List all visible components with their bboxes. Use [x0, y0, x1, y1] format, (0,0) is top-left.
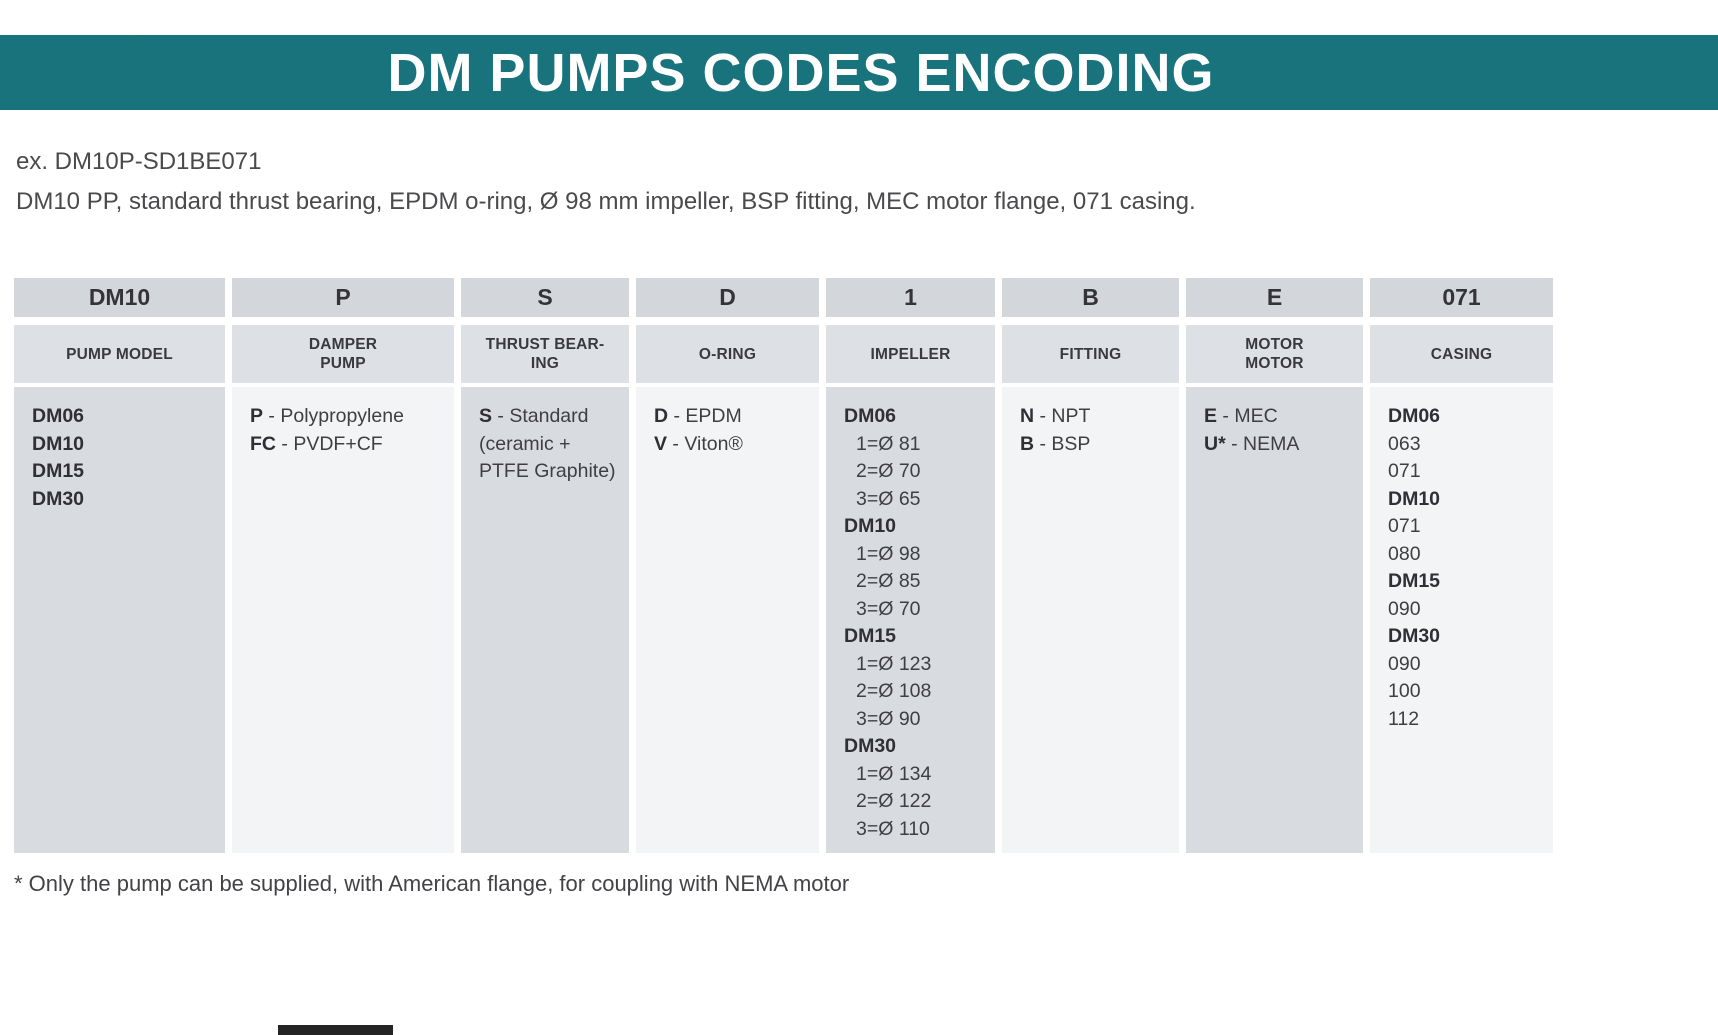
body-cell-o-ring: D - EPDM V - Viton®	[636, 387, 819, 853]
body-line: 090	[1388, 652, 1421, 675]
column-motor-flange: E MOTOR MOTOR E - MEC U* - NEMA	[1186, 278, 1363, 853]
code-cell-casing: 071	[1370, 278, 1553, 317]
body-line: V - Viton®	[654, 432, 743, 455]
body-line: 3=Ø 90	[856, 707, 921, 730]
column-thrust-bearing: S THRUST BEAR- ING S - Standard (ceramic + P…	[461, 278, 629, 853]
bottom-edge-mark-decoration	[278, 1025, 393, 1035]
body-cell-motor-flange: E - MEC U* - NEMA	[1186, 387, 1363, 853]
body-line: DM10	[844, 515, 897, 537]
body-line: 1=Ø 81	[856, 432, 921, 455]
body-cell-fitting: N - NPT B - BSP	[1002, 387, 1179, 853]
code-cell-damper-pump: P	[232, 278, 454, 317]
body-line: 112	[1388, 707, 1420, 730]
column-impeller: 1 IMPELLER DM06 1=Ø 81 2=Ø 70 3=Ø 65 DM10 1=Ø 9…	[826, 278, 995, 853]
body-line: 2=Ø 70	[856, 460, 921, 482]
body-line: D - EPDM	[654, 405, 742, 427]
body-line: DM10	[32, 432, 85, 455]
body-line: DM15	[1388, 570, 1441, 592]
body-line: 2=Ø 85	[856, 570, 921, 592]
body-cell-casing: DM06 063 071 DM10 071 080 DM15 090 DM30 090 100 112	[1370, 387, 1553, 853]
body-line: 1=Ø 134	[856, 762, 932, 785]
encoding-table: DM10 PUMP MODEL DM06 DM10 DM15 DM30 P DAMPER PU…	[14, 278, 1718, 853]
body-cell-damper-pump: P - Polypropylene FC - PVDF+CF	[232, 387, 454, 853]
column-pump-model: DM10 PUMP MODEL DM06 DM10 DM15 DM30	[14, 278, 225, 853]
body-line: DM30	[844, 735, 897, 757]
body-line: (ceramic +	[479, 432, 571, 455]
body-line: 1=Ø 123	[856, 652, 932, 675]
body-line: DM15	[32, 460, 85, 482]
header-cell-fitting: FITTING	[1002, 325, 1179, 383]
body-line: 100	[1388, 680, 1421, 702]
column-damper-pump: P DAMPER PUMP P - Polypropylene FC - PVDF+C…	[232, 278, 454, 853]
code-cell-fitting: B	[1002, 278, 1179, 317]
body-line: 063	[1388, 432, 1421, 455]
example-block: ex. DM10P-SD1BE071 DM10 PP, standard thr…	[16, 142, 1718, 222]
body-line: DM06	[1388, 405, 1441, 427]
code-cell-motor-flange: E	[1186, 278, 1363, 317]
code-cell-impeller: 1	[826, 278, 995, 317]
code-cell-thrust-bearing: S	[461, 278, 629, 317]
example-description-line: DM10 PP, standard thrust bearing, EPDM o…	[16, 188, 1196, 215]
code-cell-pump-model: DM10	[14, 278, 225, 317]
body-line: DM30	[32, 487, 85, 510]
header-cell-impeller: IMPELLER	[826, 325, 995, 383]
body-line: 080	[1388, 542, 1421, 565]
title-band: DM PUMPS CODES ENCODING	[0, 35, 1718, 110]
header-cell-motor-flange: MOTOR MOTOR	[1186, 325, 1363, 383]
body-line: 2=Ø 122	[856, 790, 932, 812]
body-cell-pump-model: DM06 DM10 DM15 DM30	[14, 387, 225, 853]
header-cell-thrust-bearing: THRUST BEAR- ING	[461, 325, 629, 383]
body-line: 071	[1388, 460, 1421, 482]
body-line: 3=Ø 70	[856, 597, 921, 620]
body-line: FC - PVDF+CF	[250, 432, 383, 455]
column-o-ring: D O-RING D - EPDM V - Viton®	[636, 278, 819, 853]
header-cell-damper-pump: DAMPER PUMP	[232, 325, 454, 383]
body-line: DM10	[1388, 487, 1441, 510]
header-cell-casing: CASING	[1370, 325, 1553, 383]
body-line: P - Polypropylene	[250, 405, 404, 427]
body-line: DM15	[844, 625, 897, 647]
body-line: U* - NEMA	[1204, 432, 1300, 455]
body-line: E - MEC	[1204, 405, 1278, 427]
column-casing: 071 CASING DM06 063 071 DM10 071 080 DM15 090 DM30…	[1370, 278, 1553, 853]
column-fitting: B FITTING N - NPT B - BSP	[1002, 278, 1179, 853]
body-line: DM06	[32, 405, 85, 427]
body-line: DM06	[844, 405, 897, 427]
body-line: PTFE Graphite)	[479, 460, 616, 482]
body-line: 090	[1388, 597, 1421, 620]
code-cell-o-ring: D	[636, 278, 819, 317]
example-code-line: ex. DM10P-SD1BE071	[16, 148, 262, 175]
header-cell-o-ring: O-RING	[636, 325, 819, 383]
body-line: N - NPT	[1020, 405, 1091, 427]
body-cell-thrust-bearing: S - Standard (ceramic + PTFE Graphite)	[461, 387, 629, 853]
footnote: * Only the pump can be supplied, with Am…	[14, 871, 850, 896]
body-line: S - Standard	[479, 405, 589, 427]
body-cell-impeller: DM06 1=Ø 81 2=Ø 70 3=Ø 65 DM10 1=Ø 98 2=Ø 85 3=…	[826, 387, 995, 853]
body-line: 1=Ø 98	[856, 542, 921, 565]
body-line: 3=Ø 65	[856, 487, 921, 510]
body-line: 3=Ø 110	[856, 817, 930, 840]
body-line: B - BSP	[1020, 432, 1091, 455]
body-line: 071	[1388, 515, 1421, 537]
page-title: DM PUMPS CODES ENCODING	[387, 42, 1215, 103]
body-line: DM30	[1388, 625, 1441, 647]
body-line: 2=Ø 108	[856, 680, 932, 702]
header-cell-pump-model: PUMP MODEL	[14, 325, 225, 383]
